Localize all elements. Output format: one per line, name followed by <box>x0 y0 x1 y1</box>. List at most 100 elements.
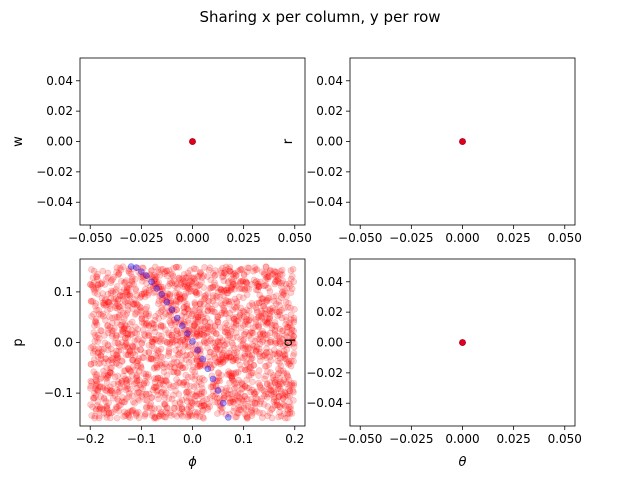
scatter-point <box>256 381 264 389</box>
scatter-point <box>151 336 159 344</box>
scatter-point <box>281 393 289 400</box>
scatter-point <box>222 354 230 362</box>
scatter-point <box>123 291 131 299</box>
scatter-point <box>138 340 145 347</box>
scatter-point <box>151 328 159 336</box>
scatter-point <box>189 391 196 398</box>
scatter-point <box>235 409 242 417</box>
scatter-point <box>113 264 121 271</box>
scatter-point <box>240 397 247 405</box>
scatter-point <box>193 355 200 363</box>
scatter-point <box>102 301 110 309</box>
scatter-point <box>287 275 295 283</box>
scatter-point <box>106 301 114 309</box>
scatter-point <box>192 408 199 416</box>
scatter-point <box>201 264 208 271</box>
scatter-point <box>183 302 190 310</box>
scatter-point <box>165 348 173 355</box>
scatter-point <box>260 318 267 326</box>
scatter-point <box>137 384 145 391</box>
scatter-point <box>256 353 264 360</box>
scatter-point <box>94 275 101 283</box>
scatter-point <box>197 271 204 278</box>
scatter-point <box>285 337 293 344</box>
scatter-point <box>253 300 261 307</box>
scatter-point <box>150 280 158 287</box>
scatter-point <box>200 331 208 339</box>
scatter-point <box>148 342 156 349</box>
scatter-point <box>265 306 273 314</box>
scatter-point <box>222 411 230 418</box>
scatter-point <box>184 317 192 324</box>
scatter-point <box>258 295 265 303</box>
scatter-point <box>180 303 188 311</box>
scatter-point <box>196 362 204 370</box>
scatter-point <box>152 280 159 288</box>
scatter-point <box>224 279 232 286</box>
scatter-point <box>206 264 214 272</box>
scatter-point <box>195 332 202 340</box>
scatter-point <box>124 302 132 310</box>
scatter-point <box>193 357 201 365</box>
scatter-point <box>144 371 152 378</box>
scatter-point <box>158 291 166 298</box>
scatter-point <box>89 403 96 411</box>
scatter-point <box>264 340 271 347</box>
scatter-point <box>232 370 240 377</box>
scatter-point <box>185 306 192 314</box>
scatter-point <box>189 346 197 354</box>
scatter-point <box>204 365 212 373</box>
scatter-point <box>124 330 132 337</box>
scatter-point <box>92 392 100 399</box>
scatter-point <box>131 301 138 308</box>
scatter-point <box>220 347 228 354</box>
scatter-point <box>241 382 249 390</box>
scatter-point <box>115 270 123 278</box>
scatter-point <box>210 329 218 336</box>
scatter-point <box>228 327 235 335</box>
scatter-point <box>123 382 131 390</box>
scatter-point <box>93 380 101 387</box>
scatter-point <box>259 352 267 360</box>
scatter-point <box>236 361 244 369</box>
scatter-point <box>287 316 295 323</box>
scatter-point <box>182 326 189 333</box>
scatter-point <box>102 398 110 405</box>
scatter-point <box>170 317 178 324</box>
scatter-point <box>105 300 113 307</box>
scatter-point <box>194 314 202 321</box>
scatter-point <box>147 355 155 363</box>
scatter-point <box>167 412 175 419</box>
scatter-point <box>241 286 249 294</box>
scatter-point <box>254 283 261 290</box>
y-tick-label: −0.04 <box>306 195 343 209</box>
scatter-point <box>160 364 168 372</box>
scatter-point <box>272 376 280 384</box>
scatter-point <box>258 307 265 315</box>
scatter-point <box>174 330 182 338</box>
scatter-point <box>159 353 166 361</box>
scatter-point <box>98 327 105 334</box>
scatter-point <box>133 372 141 379</box>
scatter-point <box>266 305 274 313</box>
scatter-point <box>141 411 149 418</box>
scatter-point <box>117 331 125 338</box>
scatter-point <box>258 298 266 306</box>
scatter-point <box>238 380 246 388</box>
scatter-point <box>179 412 186 420</box>
scatter-point <box>132 285 139 293</box>
scatter-point <box>183 389 191 396</box>
scatter-point <box>286 387 294 395</box>
scatter-point <box>145 289 153 297</box>
scatter-point <box>101 281 109 288</box>
scatter-point <box>158 290 165 297</box>
scatter-point <box>243 414 251 421</box>
scatter-point <box>143 303 151 311</box>
scatter-point <box>209 375 217 383</box>
scatter-point <box>216 334 224 342</box>
scatter-point <box>255 323 262 330</box>
scatter-point <box>115 296 122 303</box>
scatter-point <box>275 333 283 340</box>
scatter-point <box>232 313 239 321</box>
scatter-point <box>257 312 265 320</box>
